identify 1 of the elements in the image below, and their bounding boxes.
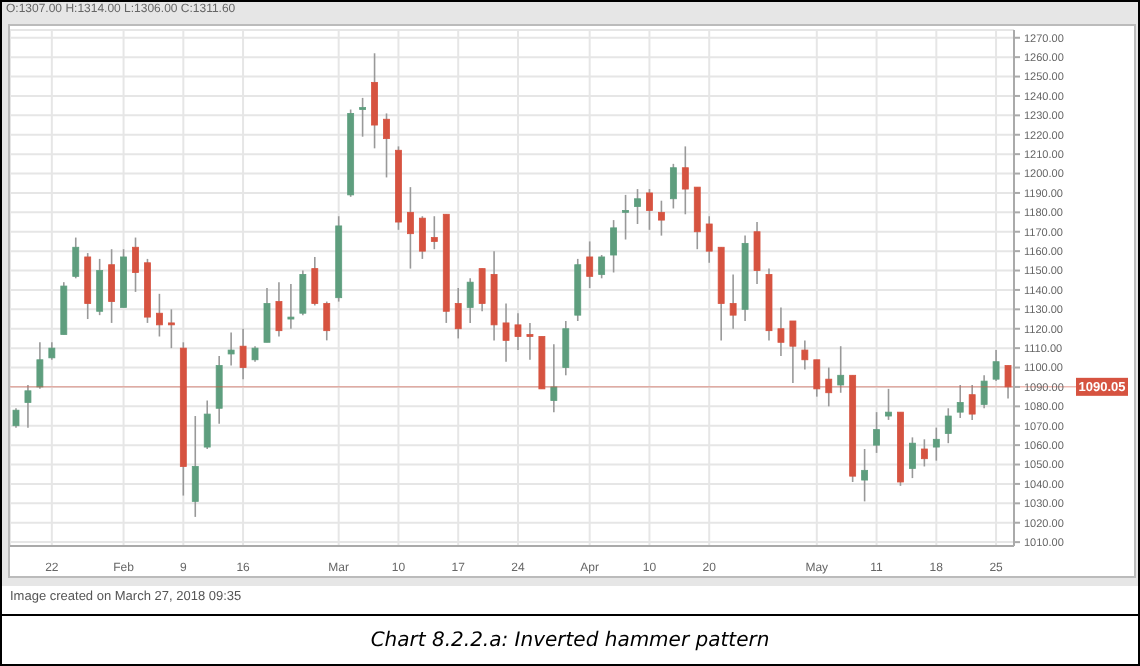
text: Chart 8.2.2.a: Inverted hammer pattern [2, 614, 1138, 666]
